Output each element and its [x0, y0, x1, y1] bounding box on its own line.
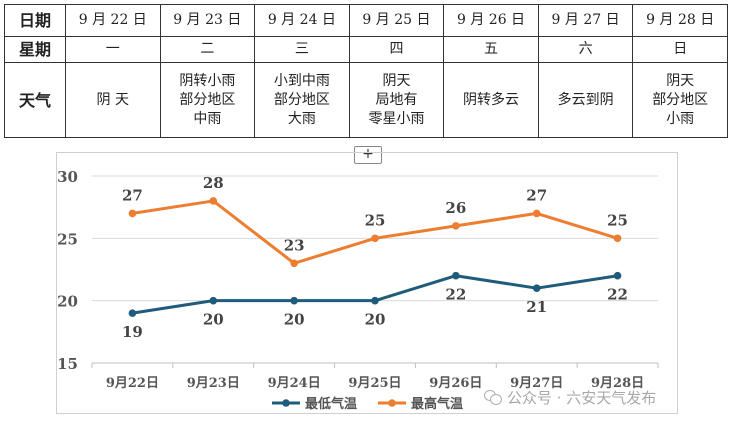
weather-line: 中雨	[193, 110, 222, 127]
data-point	[290, 259, 298, 268]
weekday-row: 星期一二三四五六日	[4, 36, 728, 63]
weather-line: 阴转多云	[463, 91, 520, 108]
legend-label: 最低气温	[305, 396, 357, 412]
weather-cell: 阴 天	[65, 62, 161, 138]
weather-cell: 阴天 部分地区 小雨	[632, 62, 728, 138]
data-label: 22	[607, 286, 628, 304]
data-label: 27	[526, 186, 547, 204]
date-cell: 9 月 22 日	[65, 4, 161, 37]
x-tick-label: 9月23日	[187, 376, 240, 391]
data-label: 20	[284, 311, 305, 329]
chart-frame	[56, 152, 678, 414]
data-point	[290, 296, 298, 305]
weather-line: 部分地区	[652, 91, 709, 108]
add-button[interactable]: +	[354, 146, 382, 164]
data-label: 22	[445, 286, 466, 304]
weekday-cell: 四	[348, 36, 445, 63]
weekday-cell: 五	[443, 36, 539, 63]
data-point	[452, 271, 460, 280]
x-tick-label: 9月26日	[429, 376, 482, 391]
weather-line: 小到中雨	[273, 72, 330, 89]
y-tick-label: 20	[57, 293, 78, 311]
weather-header-cell: 天气	[4, 62, 66, 138]
data-point	[371, 234, 379, 243]
weekday-cell: 六	[537, 36, 634, 63]
data-label: 20	[365, 311, 386, 329]
watermark: 公众号 · 六安天气发布	[484, 386, 656, 408]
date-cell: 9 月 25 日	[348, 4, 445, 37]
watermark-text: 公众号 · 六安天气发布	[507, 388, 657, 407]
weather-line: 阴天	[382, 72, 411, 89]
data-label: 27	[122, 186, 143, 204]
data-label: 21	[526, 298, 547, 316]
weather-line: 部分地区	[273, 91, 330, 108]
data-point	[613, 271, 622, 280]
date-header-cell: 日期	[4, 4, 66, 37]
series-line	[132, 199, 619, 265]
legend-swatch-marker	[388, 399, 396, 407]
data-label: 28	[203, 174, 224, 192]
y-tick-label: 15	[57, 355, 78, 373]
legend-swatch-marker	[282, 399, 290, 407]
weekday-header-cell: 星期	[4, 36, 66, 63]
weather-cell: 小到中雨部分地区大雨	[254, 62, 350, 138]
data-label: 25	[365, 211, 386, 229]
wechat-icon	[484, 389, 502, 405]
legend-label: 最高气温	[411, 396, 463, 412]
data-point	[371, 296, 379, 305]
x-tick-label: 9月27日	[510, 376, 563, 391]
weather-line: 零星小雨	[368, 110, 425, 127]
weather-line: 局地有	[375, 91, 418, 108]
date-cell: 9 月 27 日	[537, 4, 634, 37]
x-tick-label: 9月28日	[591, 376, 644, 391]
date-cell: 9 月 24 日	[254, 4, 350, 37]
data-point	[209, 296, 218, 305]
weather-line: 阴转小雨	[179, 72, 236, 89]
weather-line: 阴 天	[96, 91, 129, 108]
data-point	[209, 197, 218, 205]
data-point	[128, 309, 137, 317]
data-point	[128, 209, 137, 218]
data-label: 20	[203, 311, 224, 329]
data-point	[532, 284, 541, 293]
y-tick-label: 25	[57, 230, 78, 248]
weather-line: 阴天	[666, 72, 695, 89]
data-label: 25	[607, 211, 628, 229]
date-cell: 9 月 28 日	[632, 4, 728, 37]
weather-line: 大雨	[287, 110, 316, 127]
data-point	[532, 209, 541, 218]
data-label: 26	[445, 199, 466, 217]
x-tick-label: 9月25日	[348, 376, 401, 391]
weather-line: 多云到阴	[557, 91, 614, 108]
weather-line: 部分地区	[179, 91, 236, 108]
data-point	[613, 234, 622, 243]
weather-cell: 阴转多云	[443, 62, 539, 138]
weather-cell: 阴天 局地有 零星小雨	[348, 62, 445, 138]
x-tick-label: 9月24日	[268, 376, 321, 391]
data-label: 19	[122, 323, 143, 341]
weekday-cell: 日	[632, 36, 728, 63]
weather-cell: 阴转小雨部分地区中雨	[159, 62, 256, 138]
weather-line: 小雨	[666, 110, 695, 127]
weather-cell: 多云到阴	[537, 62, 634, 138]
weather-row: 天气阴 天阴转小雨 部分地区 中雨 小到中雨 部分地区 大雨 阴天 局地有 零星小雨 阴转多云 多云…	[4, 62, 728, 138]
y-tick-label: 30	[57, 168, 78, 186]
data-label: 23	[284, 236, 305, 254]
x-tick-label: 9月22日	[106, 376, 159, 391]
weekday-cell: 一	[65, 36, 161, 63]
weekday-cell: 二	[159, 36, 256, 63]
data-point	[452, 222, 460, 230]
weekday-cell: 三	[254, 36, 350, 63]
